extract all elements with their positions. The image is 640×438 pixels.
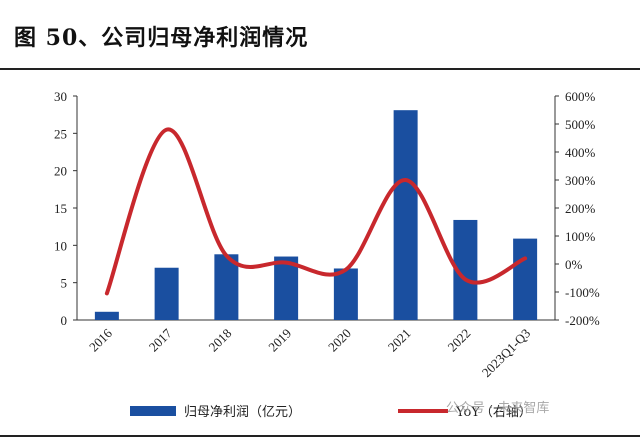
x-tick-label: 2021 [385, 326, 414, 355]
right-tick-label: -200% [565, 313, 600, 328]
right-tick-label: 100% [565, 229, 596, 244]
x-tick-label: 2020 [325, 326, 354, 355]
axes [73, 95, 559, 321]
title-divider [0, 68, 640, 70]
bars [94, 110, 538, 320]
left-tick-label: 20 [54, 164, 67, 179]
x-tick-label: 2022 [445, 326, 474, 355]
right-tick-label: 400% [565, 145, 596, 160]
right-tick-label: 0% [565, 257, 583, 272]
right-tick-label: 600% [565, 89, 596, 104]
right-tick-label: 200% [565, 201, 596, 216]
legend-bar-label: 归母净利润（亿元） [184, 405, 301, 420]
bar-2017 [154, 267, 179, 320]
x-tick-label: 2023Q1-Q3 [479, 326, 534, 381]
right-tick-label: 300% [565, 173, 596, 188]
x-tick-label: 2018 [206, 326, 235, 355]
legend-bar-swatch [130, 406, 176, 416]
bar-2023Q1-Q3 [513, 238, 538, 320]
left-tick-label: 15 [54, 201, 67, 216]
left-tick-label: 0 [61, 313, 68, 328]
x-tick-label: 2017 [146, 325, 175, 354]
watermark: 公众号 · 未来智库 [446, 401, 550, 416]
right-tick-label: 500% [565, 117, 596, 132]
bar-2020 [333, 268, 358, 320]
x-tick-label: 2019 [265, 326, 294, 355]
left-tick-label: 25 [54, 126, 67, 141]
bar-2018 [214, 254, 239, 320]
chart-title: 图 50、公司归母净利润情况 [14, 25, 309, 51]
x-tick-label: 2016 [86, 325, 115, 354]
legend-line-label: YoY（右轴） [455, 405, 532, 420]
bar-2016 [94, 311, 119, 320]
bottom-divider [0, 435, 640, 437]
bar-2021 [393, 110, 418, 320]
left-tick-label: 30 [54, 89, 67, 104]
bar-2019 [274, 256, 299, 320]
yoy-line-group [104, 127, 528, 296]
left-tick-label: 5 [61, 276, 68, 291]
left-tick-label: 10 [54, 238, 67, 253]
tick-labels: 0 5 10 15 20 25 30 -200% -100% 0% 100% 200% 300% 400%… [54, 89, 600, 380]
right-tick-label: -100% [565, 285, 600, 300]
legend: 归母净利润（亿元） YoY（右轴） [130, 405, 532, 420]
